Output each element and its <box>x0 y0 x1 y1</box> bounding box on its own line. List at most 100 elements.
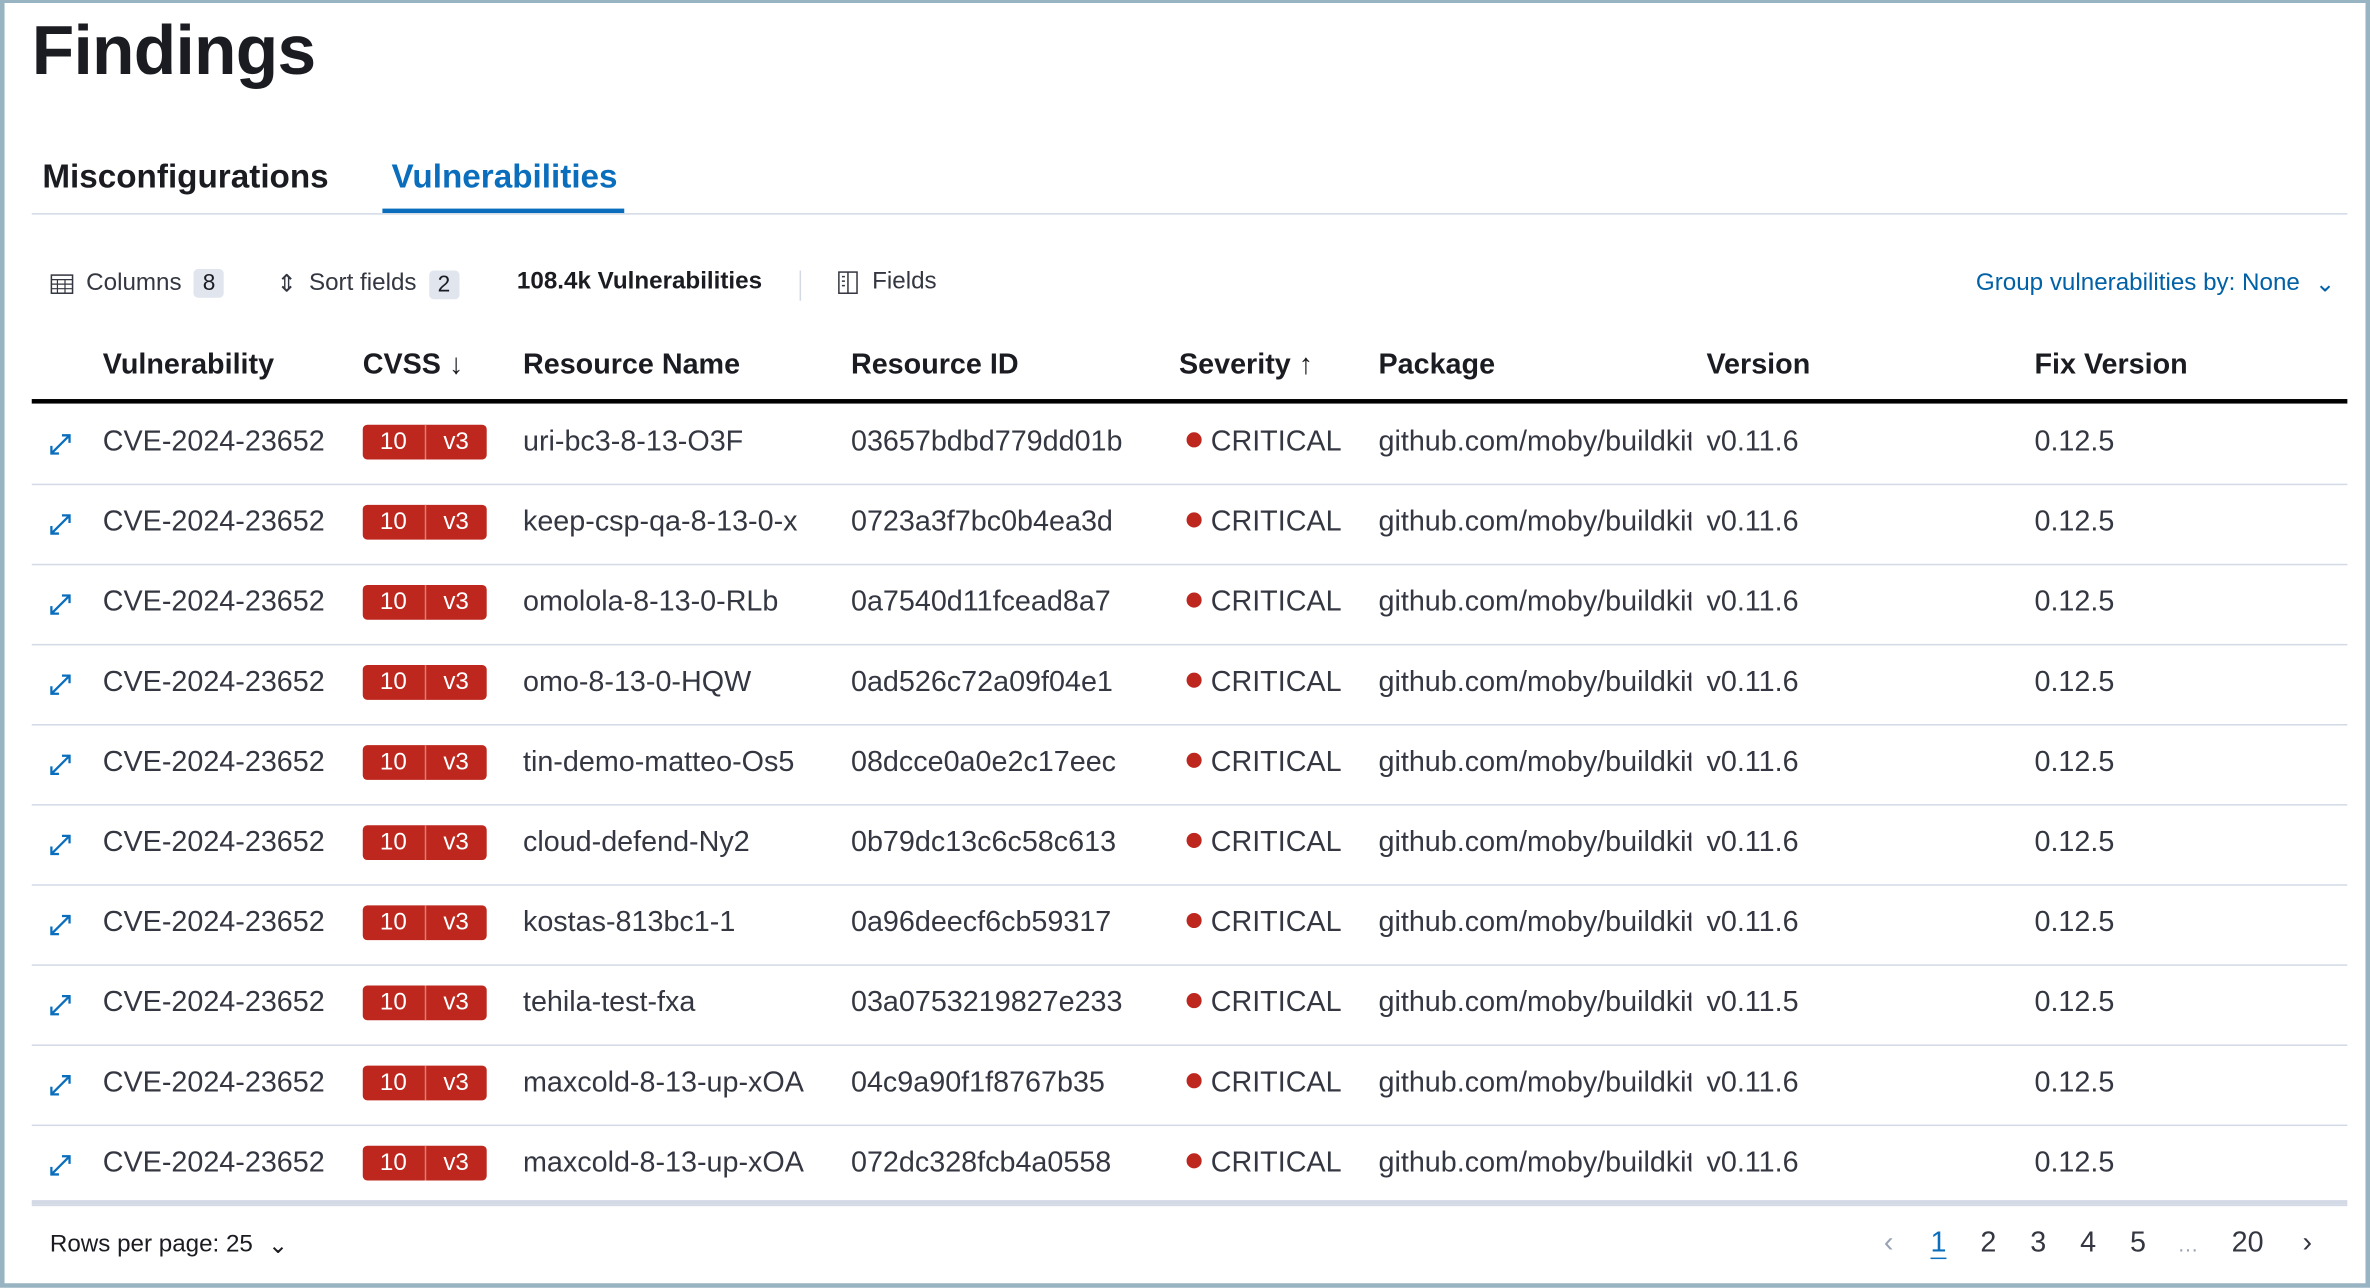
table-row: CVE-2024-23652 10 v3 omo-8-13-0-HQW 0ad52… <box>31 644 2348 726</box>
package: github.com/moby/buildkit <box>1378 426 1692 458</box>
header-resource-id[interactable]: Resource ID <box>850 349 1019 381</box>
header-package[interactable]: Package <box>1378 349 1496 381</box>
resource-name: keep-csp-qa-8-13-0-x <box>522 506 798 539</box>
vulnerability-id[interactable]: CVE-2024-23652 <box>102 746 325 779</box>
cvss-score: 10 <box>379 429 407 455</box>
vulnerability-id[interactable]: CVE-2024-23652 <box>102 987 325 1019</box>
prev-page-icon[interactable]: ‹ <box>1883 1227 1894 1260</box>
sort-fields-button[interactable]: ⇕ Sort fields 2 <box>277 269 460 299</box>
severity: CRITICAL <box>1186 1067 1342 1100</box>
tabs-divider <box>31 213 2348 215</box>
severity-label: CRITICAL <box>1210 826 1342 859</box>
cvss-score: 10 <box>379 1070 407 1096</box>
page-2[interactable]: 2 <box>1980 1227 1997 1260</box>
cvss-badge: 10 v3 <box>362 1065 487 1101</box>
expand-icon[interactable] <box>45 830 75 860</box>
cvss-badge: 10 v3 <box>362 825 487 861</box>
expand-icon[interactable] <box>45 670 75 700</box>
vulnerability-id[interactable]: CVE-2024-23652 <box>102 1147 325 1179</box>
resource-id: 0a7540d11fcead8a7 <box>850 586 1111 619</box>
table-bottom-border <box>31 1200 2348 1205</box>
package: github.com/moby/buildkit <box>1378 666 1692 699</box>
table-row: CVE-2024-23652 10 v3 tin-demo-matteo-Os5 … <box>31 724 2348 806</box>
header-version[interactable]: Version <box>1706 349 1811 381</box>
severity-dot-icon <box>1186 592 1202 608</box>
cvss-version: v3 <box>423 985 487 1021</box>
page-3[interactable]: 3 <box>2030 1227 2047 1260</box>
expand-icon[interactable] <box>45 750 75 780</box>
version: v0.11.6 <box>1706 1147 1799 1179</box>
version: v0.11.6 <box>1706 1067 1799 1099</box>
vulnerability-id[interactable]: CVE-2024-23652 <box>102 506 325 539</box>
package: github.com/moby/buildkit <box>1378 906 1692 939</box>
expand-icon[interactable] <box>45 1150 75 1180</box>
vulnerability-id[interactable]: CVE-2024-23652 <box>102 666 325 699</box>
severity: CRITICAL <box>1186 506 1342 539</box>
expand-icon[interactable] <box>45 429 75 459</box>
page-4[interactable]: 4 <box>2080 1227 2097 1260</box>
cvss-version: v3 <box>423 1065 487 1101</box>
page-20[interactable]: 20 <box>2231 1227 2264 1260</box>
fields-button[interactable]: Fields <box>836 269 937 296</box>
severity: CRITICAL <box>1186 826 1342 860</box>
vulnerability-id[interactable]: CVE-2024-23652 <box>102 826 325 859</box>
cvss-version: v3 <box>423 745 487 780</box>
header-cvss-label: CVSS <box>362 349 441 381</box>
expand-icon[interactable] <box>45 1070 75 1100</box>
fix-version: 0.12.5 <box>2034 826 2115 859</box>
header-cvss[interactable]: CVSS ↓ <box>363 349 464 382</box>
fix-version: 0.12.5 <box>2034 586 2115 619</box>
cvss-badge: 10 v3 <box>362 745 487 780</box>
cvss-score: 10 <box>379 909 407 936</box>
page-5[interactable]: 5 <box>2130 1227 2146 1260</box>
header-vulnerability[interactable]: Vulnerability <box>102 349 275 381</box>
group-by-dropdown[interactable]: Group vulnerabilities by: None ⌄ <box>1976 269 2335 299</box>
header-resource-name[interactable]: Resource Name <box>522 349 741 381</box>
expand-icon[interactable] <box>45 509 75 539</box>
page-1[interactable]: 1 <box>1930 1227 1947 1260</box>
fix-version: 0.12.5 <box>2034 666 2115 699</box>
vulnerability-id[interactable]: CVE-2024-23652 <box>102 906 325 939</box>
resource-id: 03a0753219827e233 <box>850 987 1123 1019</box>
pagination: ‹ 1 2 3 4 5 … 20 › <box>1864 1227 2333 1260</box>
cvss-badge: 10 v3 <box>362 424 487 460</box>
cvss-badge: 10 v3 <box>362 665 487 700</box>
rows-per-page-dropdown[interactable]: Rows per page: 25 ⌄ <box>50 1230 288 1260</box>
resource-name: tin-demo-matteo-Os5 <box>522 746 795 779</box>
expand-icon[interactable] <box>45 589 75 619</box>
tab-vulnerabilities[interactable]: Vulnerabilities <box>391 157 618 195</box>
cvss-score: 10 <box>379 589 407 616</box>
cvss-score: 10 <box>379 749 407 776</box>
header-fix-version[interactable]: Fix Version <box>2034 349 2188 381</box>
resource-id: 04c9a90f1f8767b35 <box>850 1067 1105 1099</box>
chevron-down-icon: ⌄ <box>2315 272 2336 298</box>
cvss-version: v3 <box>423 584 487 620</box>
vulnerability-id[interactable]: CVE-2024-23652 <box>102 1067 325 1099</box>
severity-dot-icon <box>1186 1073 1202 1089</box>
header-severity[interactable]: Severity ↑ <box>1179 349 1313 382</box>
severity-dot-icon <box>1186 1153 1202 1169</box>
table-row: CVE-2024-23652 10 v3 maxcold-8-13-up-xOA … <box>31 1044 2348 1127</box>
severity-dot-icon <box>1186 752 1202 768</box>
expand-icon[interactable] <box>45 990 75 1020</box>
table-row: CVE-2024-23652 10 v3 cloud-defend-Ny2 0b7… <box>31 804 2348 886</box>
severity-label: CRITICAL <box>1210 1147 1342 1179</box>
severity-dot-icon <box>1186 512 1202 528</box>
fix-version: 0.12.5 <box>2034 746 2115 779</box>
severity: CRITICAL <box>1186 586 1342 619</box>
columns-button[interactable]: Columns 8 <box>50 269 225 298</box>
resource-name: cloud-defend-Ny2 <box>522 826 750 859</box>
fix-version: 0.12.5 <box>2034 906 2115 939</box>
package: github.com/moby/buildkit <box>1378 746 1692 779</box>
cvss-badge: 10 v3 <box>362 1145 487 1181</box>
group-by-label: Group vulnerabilities by: None <box>1975 270 2300 297</box>
vulnerability-id[interactable]: CVE-2024-23652 <box>102 426 325 458</box>
resource-name: uri-bc3-8-13-O3F <box>522 426 744 458</box>
expand-icon[interactable] <box>45 910 75 940</box>
next-page-icon[interactable]: › <box>2302 1227 2313 1260</box>
severity: CRITICAL <box>1186 1147 1342 1180</box>
fields-label: Fields <box>872 269 937 295</box>
vulnerability-id[interactable]: CVE-2024-23652 <box>102 586 325 619</box>
tab-misconfigurations[interactable]: Misconfigurations <box>42 157 329 195</box>
